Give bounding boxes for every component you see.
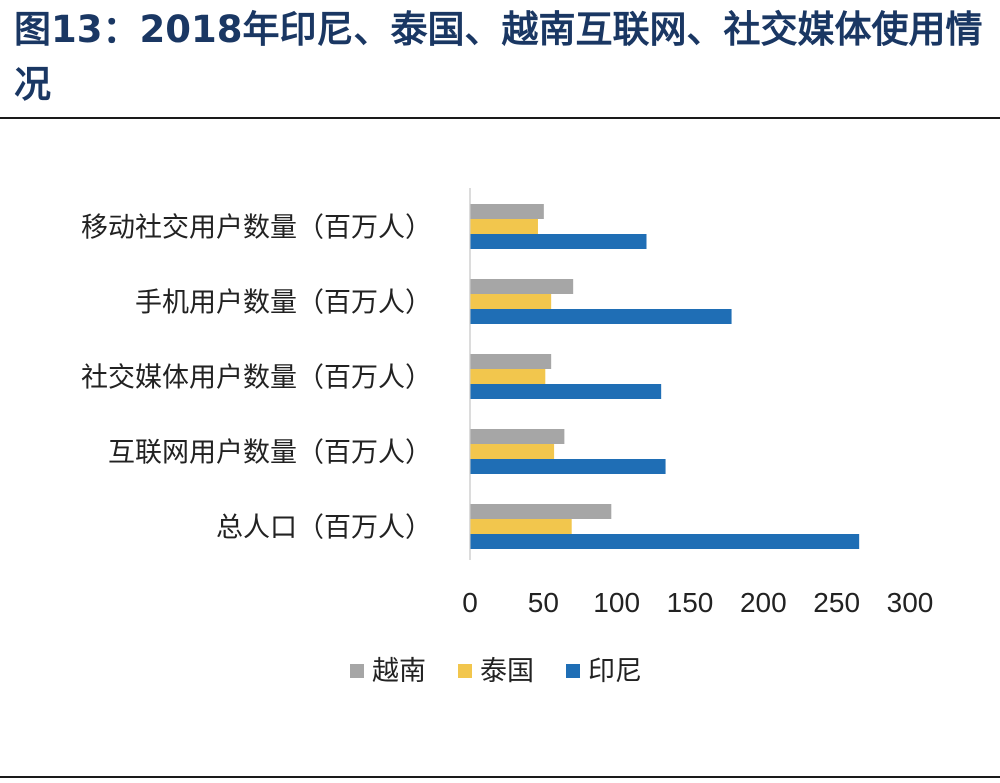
bar-vietnam-4 xyxy=(470,504,612,519)
x-tick-label-2: 100 xyxy=(593,587,640,618)
legend-label-0: 越南 xyxy=(372,656,426,687)
x-tick-label-6: 300 xyxy=(887,587,934,618)
bar-indonesia-1 xyxy=(470,309,732,324)
x-tick-label-0: 0 xyxy=(462,587,478,618)
x-tick-label-5: 250 xyxy=(813,587,860,618)
legend-swatch-2 xyxy=(566,664,580,678)
bar-thailand-3 xyxy=(470,444,555,459)
category-label-0: 移动社交用户数量（百万人） xyxy=(81,213,432,244)
category-label-1: 手机用户数量（百万人） xyxy=(135,288,432,319)
figure-title: 图13：2018年印尼、泰国、越南互联网、社交媒体使用情况 xyxy=(14,8,983,106)
legend-swatch-1 xyxy=(458,664,472,678)
category-label-4: 总人口（百万人） xyxy=(216,513,432,544)
bar-thailand-0 xyxy=(470,219,538,234)
title-divider xyxy=(0,117,1000,119)
bar-vietnam-3 xyxy=(470,429,565,444)
bar-indonesia-2 xyxy=(470,384,662,399)
x-tick-label-4: 200 xyxy=(740,587,787,618)
bar-thailand-2 xyxy=(470,369,546,384)
bar-vietnam-1 xyxy=(470,279,574,294)
bar-thailand-1 xyxy=(470,294,552,309)
legend-label-1: 泰国 xyxy=(480,656,534,687)
bar-indonesia-0 xyxy=(470,234,647,249)
category-label-3: 互联网用户数量（百万人） xyxy=(108,438,432,469)
bar-thailand-4 xyxy=(470,519,572,534)
bar-vietnam-0 xyxy=(470,204,544,219)
x-tick-label-1: 50 xyxy=(528,587,559,618)
bar-indonesia-4 xyxy=(470,534,860,549)
bottom-divider xyxy=(0,776,1000,778)
x-tick-label-3: 150 xyxy=(667,587,714,618)
legend-swatch-0 xyxy=(350,664,364,678)
category-label-2: 社交媒体用户数量（百万人） xyxy=(81,363,432,394)
legend-label-2: 印尼 xyxy=(588,656,642,687)
bar-indonesia-3 xyxy=(470,459,666,474)
bar-vietnam-2 xyxy=(470,354,552,369)
